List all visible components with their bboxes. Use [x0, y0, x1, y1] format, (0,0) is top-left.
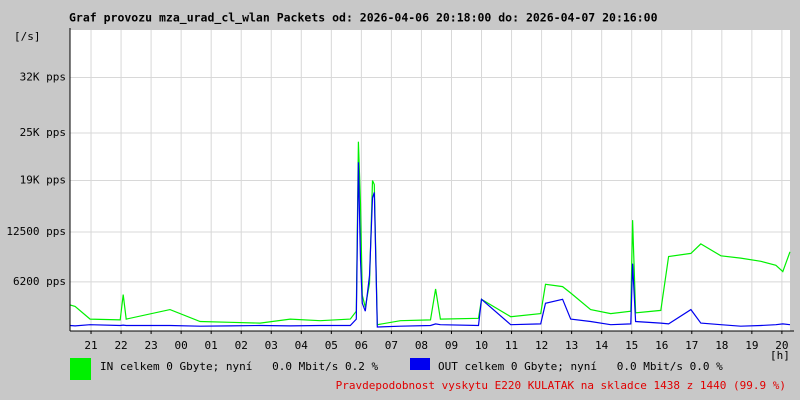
x-tick-label: 05	[325, 339, 338, 352]
x-tick-label: 02	[235, 339, 248, 352]
x-unit: [h]	[770, 349, 790, 362]
x-tick-label: 14	[595, 339, 609, 352]
x-tick-label: 17	[685, 339, 698, 352]
x-tick-label: 10	[475, 339, 488, 352]
legend-swatch	[70, 358, 91, 380]
x-tick-label: 08	[415, 339, 428, 352]
x-tick-label: 21	[84, 339, 97, 352]
y-unit: [/s]	[14, 30, 41, 43]
legend-swatch	[410, 358, 430, 370]
y-tick-label: 25K pps	[20, 126, 66, 139]
y-tick-label: 12500 pps	[6, 225, 66, 238]
x-tick-label: 16	[655, 339, 668, 352]
x-tick-label: 18	[715, 339, 728, 352]
footer-note: Pravdepodobnost vyskytu E220 KULATAK na …	[336, 379, 786, 392]
x-tick-label: 00	[175, 339, 188, 352]
x-tick-label: 04	[295, 339, 309, 352]
x-tick-label: 06	[355, 339, 368, 352]
x-tick-label: 15	[625, 339, 638, 352]
x-tick-label: 03	[265, 339, 278, 352]
series-line	[69, 162, 791, 328]
x-tick-label: 01	[205, 339, 218, 352]
legend-label: OUT celkem 0 Gbyte; nyní 0.0 Mbit/s 0.0 …	[438, 360, 723, 373]
x-tick-label: 20	[775, 339, 788, 352]
series-line	[69, 141, 791, 326]
x-tick-label: 19	[745, 339, 758, 352]
chart-title: Graf provozu mza_urad_cl_wlan Packets od…	[69, 11, 658, 26]
y-tick-label: 6200 pps	[13, 275, 66, 288]
x-tick-label: 09	[445, 339, 458, 352]
x-tick-label: 12	[535, 339, 548, 352]
x-tick-label: 13	[565, 339, 578, 352]
x-tick-label: 11	[505, 339, 518, 352]
x-tick-label: 07	[385, 339, 398, 352]
y-tick-label: 32K pps	[20, 71, 66, 84]
y-tick-label: 19K pps	[20, 174, 66, 187]
x-tick-label: 22	[114, 339, 127, 352]
x-tick-label: 23	[144, 339, 157, 352]
legend-label: IN celkem 0 Gbyte; nyní 0.0 Mbit/s 0.2 %	[100, 360, 379, 373]
